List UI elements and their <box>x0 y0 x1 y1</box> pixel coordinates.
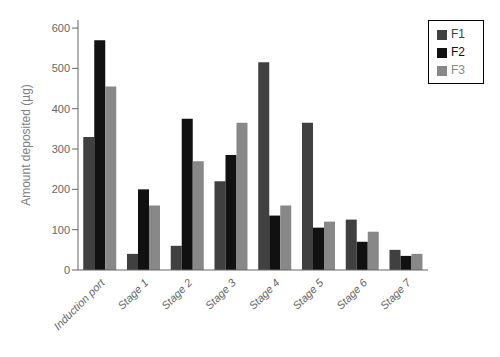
svg-text:Stage 3: Stage 3 <box>203 276 239 312</box>
html-text:F1: F1 <box>451 27 465 41</box>
svg-text:500: 500 <box>52 62 70 74</box>
svg-text:Amount deposited (µg): Amount deposited (µg) <box>19 84 33 206</box>
svg-text:400: 400 <box>52 103 70 115</box>
svg-text:Stage 2: Stage 2 <box>159 276 194 311</box>
svg-text:100: 100 <box>52 224 70 236</box>
svg-text:Stage 4: Stage 4 <box>247 276 282 311</box>
svg-text:200: 200 <box>52 183 70 195</box>
svg-text:Stage 5: Stage 5 <box>290 276 326 312</box>
svg-text:Induction port: Induction port <box>51 276 107 332</box>
svg-text:300: 300 <box>52 143 70 155</box>
svg-text:Stage 1: Stage 1 <box>115 276 150 311</box>
svg-text:Stage 6: Stage 6 <box>334 276 370 312</box>
svg-text:0: 0 <box>64 264 70 276</box>
svg-text:Stage 7: Stage 7 <box>378 276 414 312</box>
svg-text:600: 600 <box>52 22 70 34</box>
html-text:F3: F3 <box>451 63 465 77</box>
html-text:F2: F2 <box>451 45 465 59</box>
